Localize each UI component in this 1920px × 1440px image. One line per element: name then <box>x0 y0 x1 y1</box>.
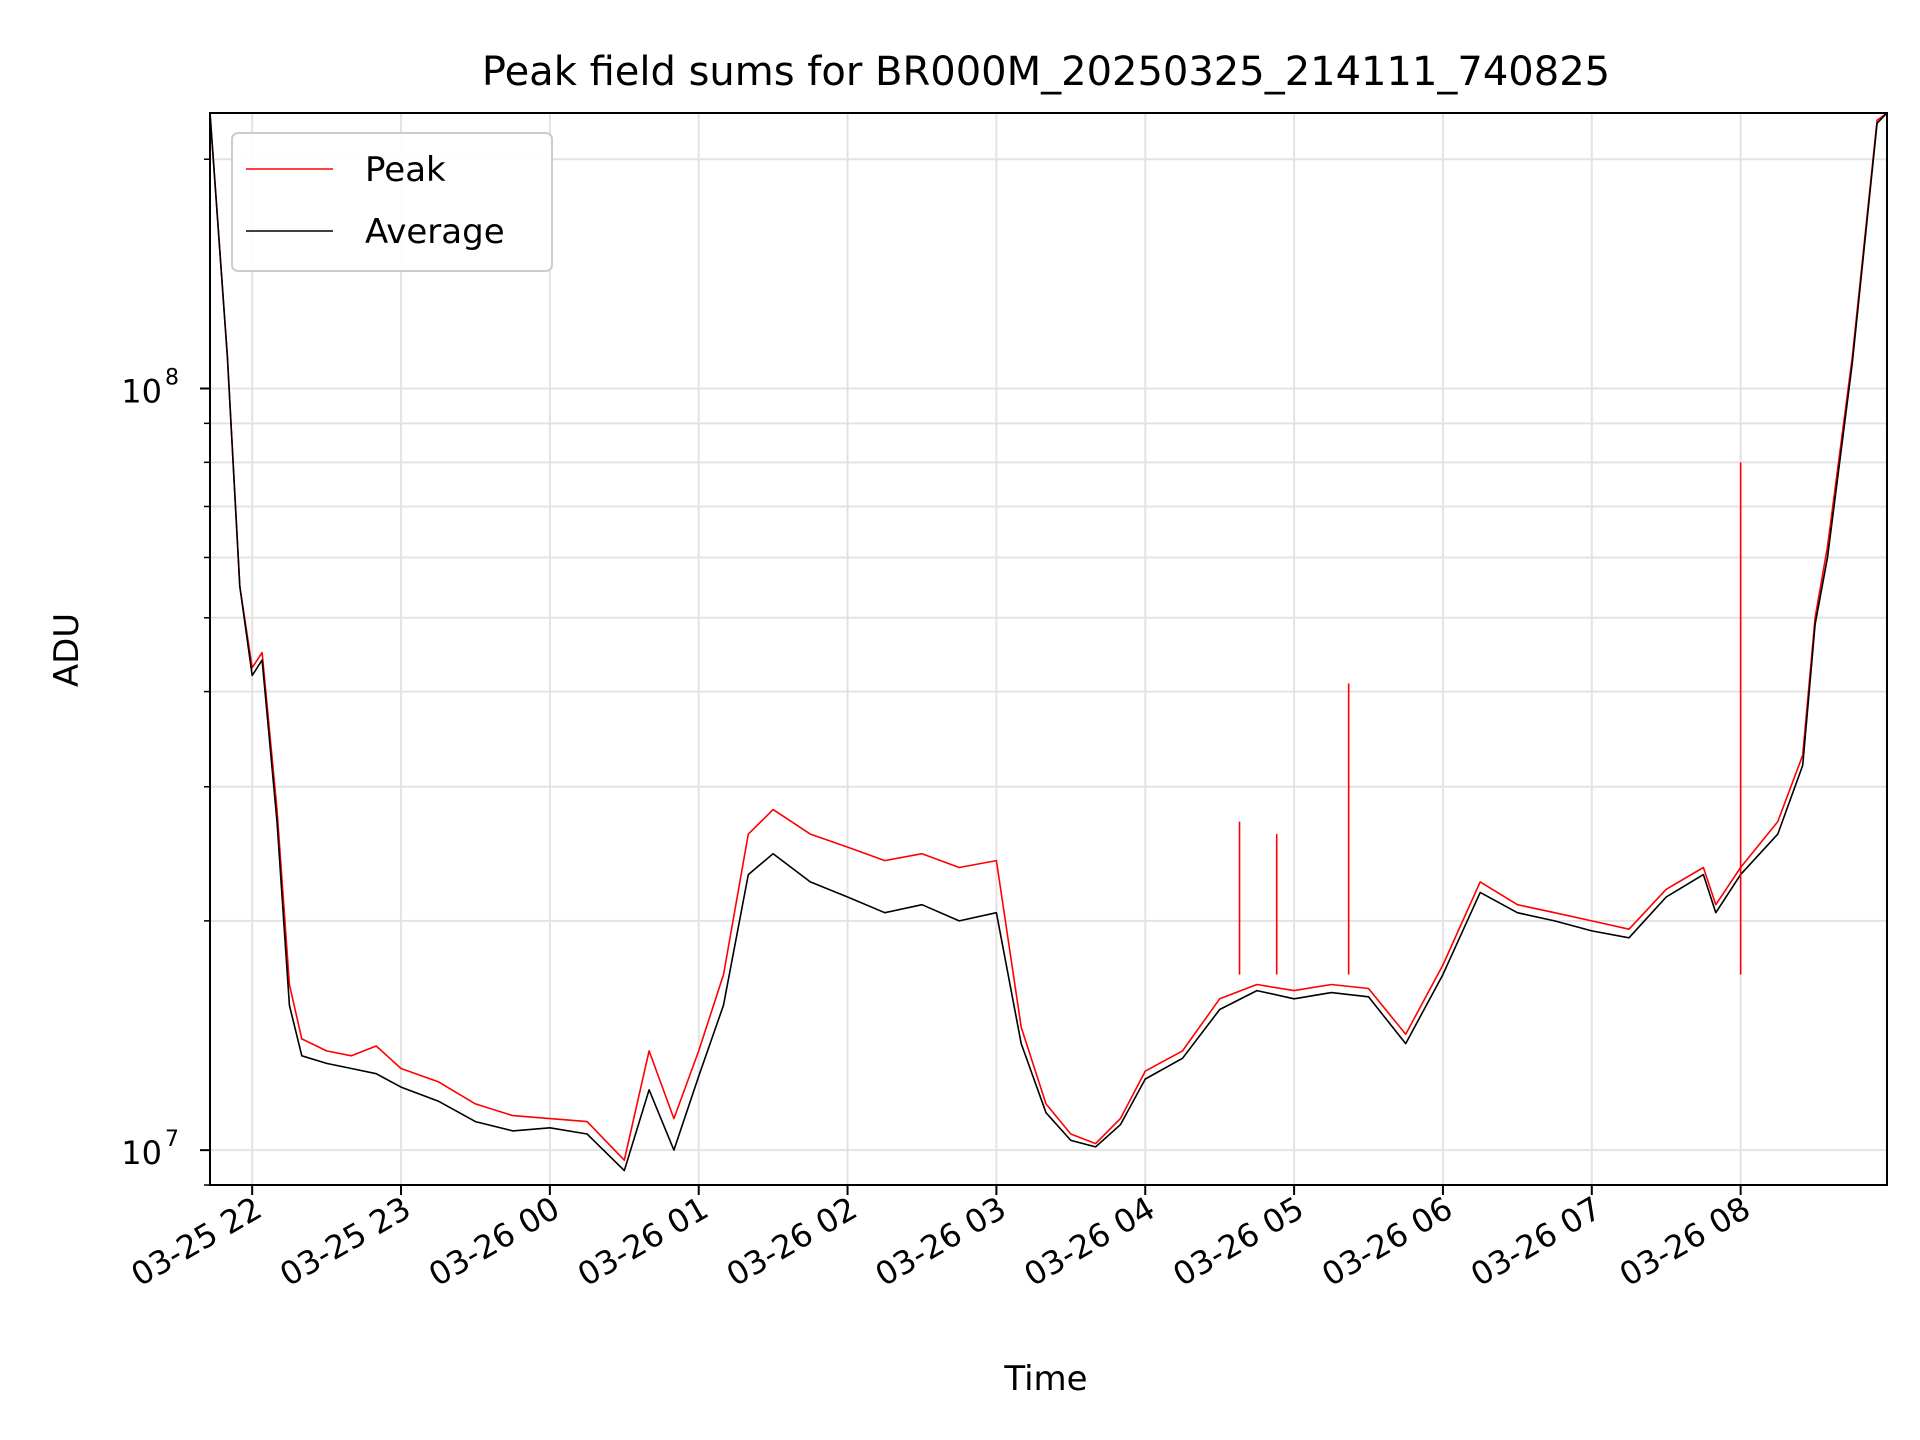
x-tick-label: 03-26 01 <box>571 1189 715 1294</box>
series-layer <box>210 113 1887 1172</box>
legend-box <box>231 132 553 272</box>
series-line-peak <box>210 113 1887 1161</box>
x-axis-label: Time <box>1003 1359 1087 1399</box>
x-tick-label: 03-26 00 <box>422 1189 566 1294</box>
y-axis-label: ADU <box>47 613 87 687</box>
legend-label-peak: Peak <box>365 150 446 190</box>
x-tick-label: 03-26 07 <box>1464 1189 1608 1294</box>
legend-label-average: Average <box>365 212 505 252</box>
x-tick-label: 03-26 08 <box>1613 1189 1757 1294</box>
y-tick-label: 10 <box>121 1134 162 1172</box>
y-tick-exponent: 7 <box>165 1127 179 1152</box>
x-tick-label: 03-26 04 <box>1018 1189 1162 1294</box>
grid <box>210 113 1887 1186</box>
chart-title: Peak field sums for BR000M_20250325_2141… <box>482 49 1610 95</box>
x-tick-label: 03-26 03 <box>869 1189 1013 1294</box>
x-tick-label: 03-25 22 <box>125 1189 269 1294</box>
legend: Peak Average <box>231 132 553 272</box>
series-line-average <box>210 113 1887 1172</box>
x-tick-label: 03-26 05 <box>1166 1189 1310 1294</box>
y-tick-label: 10 <box>121 373 162 411</box>
x-tick-label: 03-26 02 <box>720 1189 864 1294</box>
plot-frame <box>209 112 1888 1186</box>
x-axis: 03-25 22 03-25 23 03-26 00 03-26 01 03-26 02… <box>125 1185 1757 1294</box>
y-tick-exponent: 8 <box>165 366 179 391</box>
x-tick-label: 03-26 06 <box>1315 1189 1459 1294</box>
x-tick-label: 03-25 23 <box>273 1189 417 1294</box>
